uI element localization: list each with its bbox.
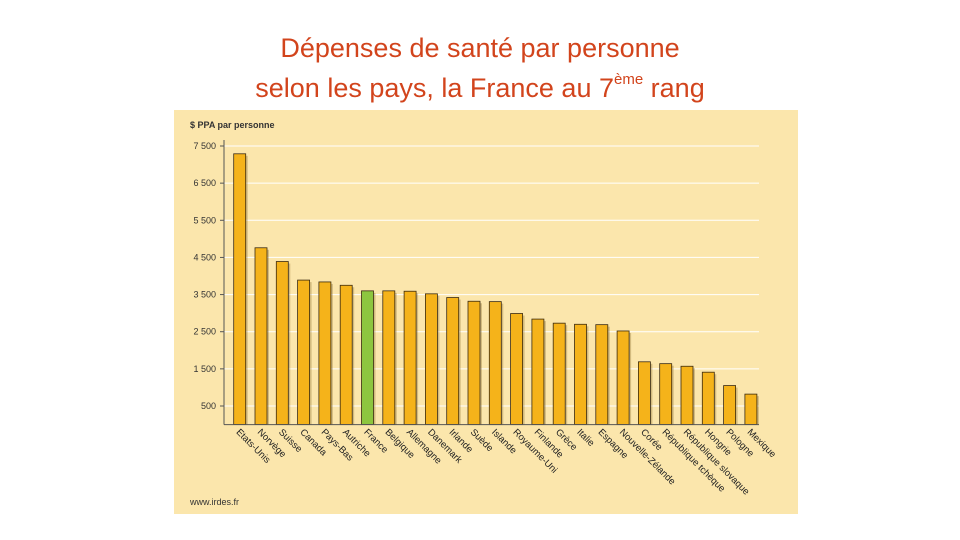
bar <box>254 247 268 425</box>
bar <box>446 297 460 425</box>
bar <box>659 363 673 425</box>
bar <box>361 290 374 425</box>
y-tick-label: 5 500 <box>193 215 216 225</box>
bar <box>701 371 715 425</box>
bar <box>744 393 758 425</box>
bar <box>574 323 587 425</box>
y-tick-label: 1 500 <box>193 364 216 374</box>
bars <box>233 153 759 425</box>
y-tick-label: 6 500 <box>193 178 216 188</box>
y-tick-label: 7 500 <box>193 141 216 151</box>
bar <box>318 281 332 425</box>
bar <box>488 301 502 425</box>
bar <box>297 279 310 425</box>
bar <box>403 290 417 425</box>
bar <box>637 361 651 425</box>
chart-panel: $ PPA par personne 7 500 6 500 5 500 4 500 3… <box>174 110 798 514</box>
y-tick-label: 4 500 <box>193 252 216 262</box>
title-line-1: Dépenses de santé par personne <box>280 33 680 63</box>
page-title: Dépenses de santé par personne selon les… <box>0 28 960 108</box>
bar-chart: $ PPA par personne 7 500 6 500 5 500 4 500 3… <box>189 120 778 507</box>
bar <box>339 284 353 425</box>
title-line-2: selon les pays, la France au 7ème rang <box>0 68 960 108</box>
bar <box>552 322 566 425</box>
y-tick-label: 2 500 <box>193 327 216 337</box>
bar <box>275 261 289 425</box>
bar <box>424 293 438 425</box>
bar <box>382 290 396 425</box>
title-superscript: ème <box>613 71 644 88</box>
y-tick-label: 3 500 <box>193 290 216 300</box>
bar <box>510 313 524 425</box>
bar <box>595 324 609 425</box>
y-axis-ticks: 7 500 6 500 5 500 4 500 3 500 2 500 1 500 500 <box>193 141 224 411</box>
y-axis-label: $ PPA par personne <box>190 120 275 130</box>
title-line-2-end: rang <box>643 73 705 103</box>
x-axis-labels: Etats-UnisNorvègeSuisseCanadaPays-BasAut… <box>234 427 778 498</box>
bar <box>723 385 736 425</box>
source-label: www.irdes.fr <box>189 497 239 507</box>
bar <box>531 318 545 425</box>
bar <box>233 153 247 425</box>
bar <box>467 300 481 425</box>
y-tick-label: 500 <box>201 401 216 411</box>
bar <box>616 330 630 425</box>
bar <box>680 365 694 425</box>
title-line-2-main: selon les pays, la France au 7 <box>255 73 614 103</box>
